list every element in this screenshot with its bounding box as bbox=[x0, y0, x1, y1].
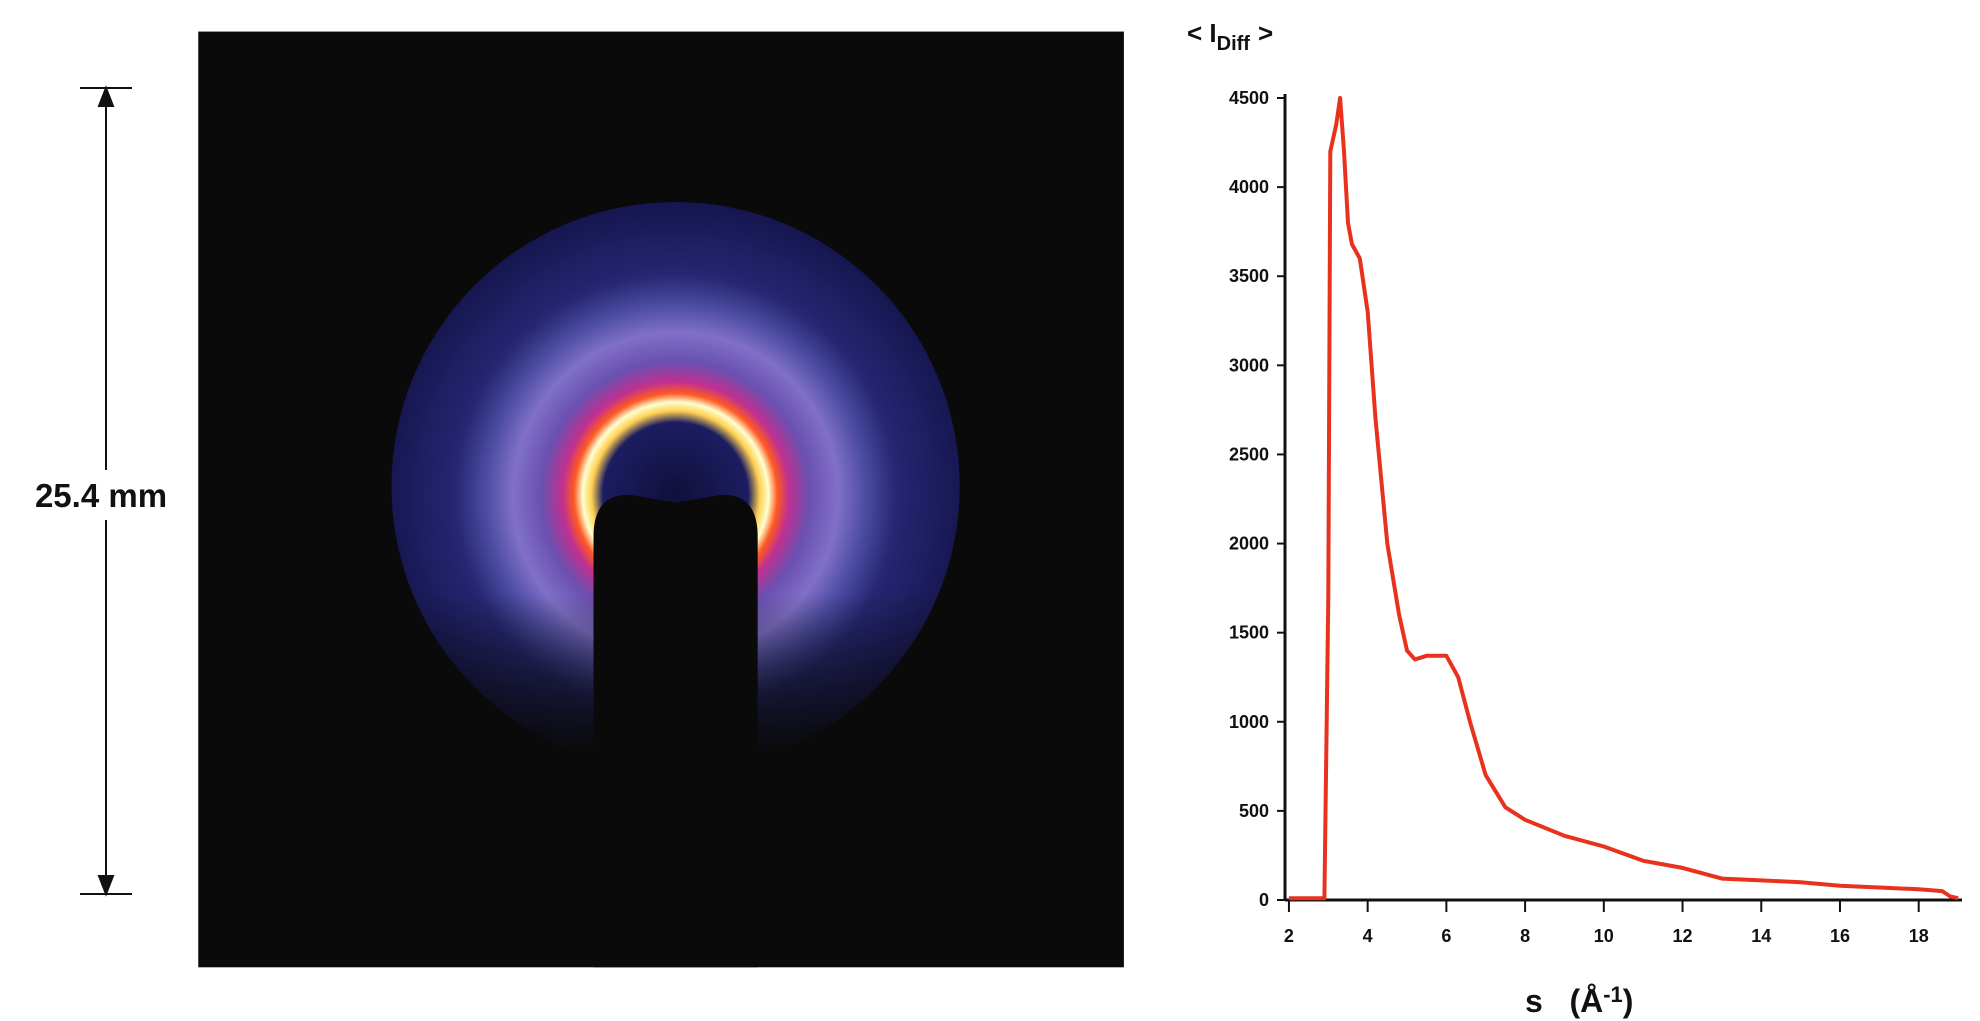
data-line bbox=[1288, 96, 1959, 901]
y-axis-label: < IDiff > bbox=[1187, 18, 1273, 55]
y-tick-label: 500 bbox=[1239, 801, 1269, 821]
x-tick-label: 18 bbox=[1909, 926, 1929, 946]
scale-bar-label: 25.4 mm bbox=[35, 477, 167, 514]
y-tick-label: 1500 bbox=[1229, 623, 1269, 643]
y-tick-label: 3000 bbox=[1229, 355, 1269, 375]
x-label-main: s (Å bbox=[1525, 983, 1603, 1019]
x-tick-label: 16 bbox=[1830, 926, 1850, 946]
x-tick-label: 14 bbox=[1751, 926, 1771, 946]
x-tick-label: 10 bbox=[1594, 926, 1614, 946]
y-tick-label: 4000 bbox=[1229, 177, 1269, 197]
x-label-sup: -1 bbox=[1603, 982, 1623, 1007]
x-axis-label: s (Å-1) bbox=[1525, 982, 1633, 1019]
y-label-end: > bbox=[1258, 18, 1273, 48]
y-tick-label: 2500 bbox=[1229, 444, 1269, 464]
y-tick-label: 3500 bbox=[1229, 266, 1269, 286]
y-label-main: < I bbox=[1187, 18, 1217, 48]
x-tick-label: 6 bbox=[1441, 926, 1451, 946]
x-label-end: ) bbox=[1623, 983, 1634, 1019]
x-tick-label: 8 bbox=[1520, 926, 1530, 946]
y-tick-label: 0 bbox=[1259, 890, 1269, 910]
diffraction-image bbox=[198, 31, 1124, 968]
x-tick-label: 4 bbox=[1363, 926, 1373, 946]
y-tick-label: 2000 bbox=[1229, 534, 1269, 554]
y-label-sub: Diff bbox=[1217, 33, 1251, 55]
x-tick-label: 2 bbox=[1284, 926, 1294, 946]
y-tick-label: 4500 bbox=[1229, 88, 1269, 108]
y-tick-label: 1000 bbox=[1229, 712, 1269, 732]
plot: 0 500 1000 1500 2000 2500 3000 3500 4000 4500 2 4 6 8… bbox=[1229, 88, 1962, 946]
x-tick-label: 12 bbox=[1673, 926, 1693, 946]
